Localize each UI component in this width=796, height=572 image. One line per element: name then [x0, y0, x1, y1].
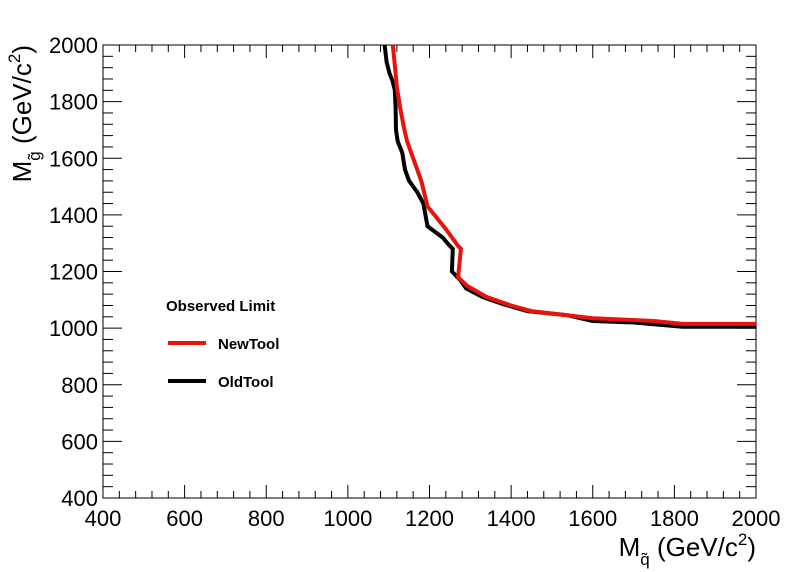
- y-axis-title-units: (GeV/c: [7, 63, 37, 151]
- x-axis-title: Mq̃ (GeV/c2): [619, 530, 756, 569]
- legend-label-oldtool: OldTool: [218, 374, 274, 391]
- y-tick-label: 600: [61, 429, 98, 454]
- y-axis-title-main: M: [7, 161, 37, 183]
- x-tick-label: 800: [248, 506, 285, 531]
- plot-frame: [102, 44, 757, 499]
- x-axis-title-sub: q̃: [640, 550, 649, 569]
- series-line-oldtool: [382, 44, 756, 329]
- x-tick-label: 1400: [487, 506, 536, 531]
- x-axis-title-close: ): [747, 532, 756, 562]
- x-tick-label: 1200: [405, 506, 454, 531]
- x-tick-label: 1600: [568, 506, 617, 531]
- y-tick-label: 1800: [49, 90, 98, 115]
- y-axis-title-sup: 2: [5, 54, 24, 63]
- series-line-newtool: [390, 44, 756, 326]
- y-tick-label: 400: [61, 486, 98, 511]
- y-tick-label: 1000: [49, 316, 98, 341]
- y-axis-title-sub: g̃: [25, 151, 44, 160]
- y-tick-label: 800: [61, 373, 98, 398]
- x-tick-label: 2000: [732, 506, 781, 531]
- x-tick-label: 600: [166, 506, 203, 531]
- x-axis-title-main: M: [619, 532, 641, 562]
- legend: Observed Limit NewTool OldTool: [166, 298, 279, 391]
- y-axis-title-close: ): [7, 45, 37, 54]
- x-tick-label: 400: [85, 506, 122, 531]
- series-lines: [382, 44, 756, 329]
- y-axis-title: Mg̃ (GeV/c2): [5, 45, 44, 182]
- y-tick-label: 1600: [49, 146, 98, 171]
- legend-title: Observed Limit: [166, 298, 275, 315]
- x-tick-label: 1000: [323, 506, 372, 531]
- y-tick-label: 1200: [49, 260, 98, 285]
- x-axis-title-sup: 2: [738, 530, 747, 549]
- axis-ticks: [102, 44, 757, 499]
- legend-label-newtool: NewTool: [218, 336, 279, 353]
- x-axis-title-units: (GeV/c: [650, 532, 738, 562]
- x-tick-labels: 400 600 800 1000 1200 1400 1600 1800 2000: [85, 506, 781, 531]
- y-tick-label: 2000: [49, 33, 98, 58]
- y-tick-label: 1400: [49, 203, 98, 228]
- x-tick-label: 1800: [650, 506, 699, 531]
- y-tick-labels: 400 600 800 1000 1200 1400 1600 1800 2000: [49, 33, 98, 511]
